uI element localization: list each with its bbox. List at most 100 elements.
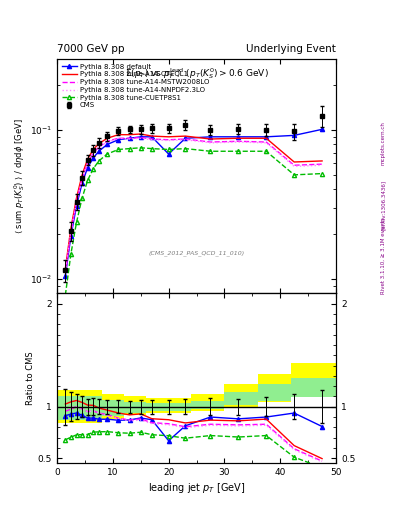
Pythia 8.308 tune-A14-MSTW2008LO xyxy=(63,270,68,276)
Pythia 8.308 tune-A14-MSTW2008LO xyxy=(80,176,84,182)
Line: Pythia 8.308 default: Pythia 8.308 default xyxy=(63,127,324,278)
Pythia 8.308 tune-CUETP8S1 xyxy=(208,148,213,154)
Pythia 8.308 tune-CUETP8S1 xyxy=(105,151,110,157)
Pythia 8.308 tune-A14-CTEQL1 xyxy=(97,141,101,147)
Pythia 8.308 tune-A14-MSTW2008LO xyxy=(149,136,154,142)
Pythia 8.308 tune-CUETP8S1 xyxy=(116,146,121,153)
Text: $\Sigma(p_T)$ vs $p_T^{\rm lead}$ ($p_T(K_S^0) > 0.6$ GeV): $\Sigma(p_T)$ vs $p_T^{\rm lead}$ ($p_T(… xyxy=(125,66,268,81)
Pythia 8.308 tune-CUETP8S1 xyxy=(149,145,154,152)
Pythia 8.308 tune-CUETP8S1 xyxy=(97,158,101,164)
Pythia 8.308 tune-A14-CTEQL1 xyxy=(236,135,241,141)
Pythia 8.308 tune-A14-CTEQL1 xyxy=(63,265,68,271)
Pythia 8.308 tune-A14-NNPDF2.3LO xyxy=(105,139,110,145)
Pythia 8.308 tune-A14-MSTW2008LO xyxy=(105,138,110,144)
Pythia 8.308 default xyxy=(127,135,132,141)
Pythia 8.308 tune-A14-MSTW2008LO xyxy=(208,139,213,145)
Pythia 8.308 tune-A14-NNPDF2.3LO xyxy=(127,136,132,142)
Pythia 8.308 tune-A14-NNPDF2.3LO xyxy=(74,199,79,205)
Pythia 8.308 default xyxy=(208,134,213,140)
X-axis label: leading jet $p_T$ [GeV]: leading jet $p_T$ [GeV] xyxy=(148,481,245,496)
Y-axis label: $\langle$ sum $p_T(K_S^0)$ $\rangle$ / d$\eta$d$\phi$ [GeV]: $\langle$ sum $p_T(K_S^0)$ $\rangle$ / d… xyxy=(12,118,27,234)
Pythia 8.308 default xyxy=(97,148,101,154)
Pythia 8.308 tune-A14-CTEQL1 xyxy=(105,135,110,141)
Text: 7000 GeV pp: 7000 GeV pp xyxy=(57,44,125,54)
Pythia 8.308 tune-A14-MSTW2008LO xyxy=(74,199,79,205)
Pythia 8.308 default xyxy=(149,134,154,140)
Pythia 8.308 tune-A14-MSTW2008LO xyxy=(320,161,325,167)
Pythia 8.308 tune-A14-NNPDF2.3LO xyxy=(97,144,101,150)
Pythia 8.308 tune-A14-NNPDF2.3LO xyxy=(138,135,143,141)
Text: Underlying Event: Underlying Event xyxy=(246,44,336,54)
Pythia 8.308 tune-CUETP8S1 xyxy=(166,146,171,153)
Pythia 8.308 tune-A14-CTEQL1 xyxy=(74,195,79,201)
Pythia 8.308 tune-A14-MSTW2008LO xyxy=(292,162,296,168)
Pythia 8.308 default xyxy=(166,151,171,157)
Pythia 8.308 tune-A14-CTEQL1 xyxy=(183,133,188,139)
Pythia 8.308 tune-A14-NNPDF2.3LO xyxy=(116,135,121,141)
Pythia 8.308 tune-A14-MSTW2008LO xyxy=(264,139,269,145)
Pythia 8.308 tune-A14-NNPDF2.3LO xyxy=(69,228,73,234)
Pythia 8.308 tune-A14-MSTW2008LO xyxy=(236,138,241,144)
Pythia 8.308 tune-CUETP8S1 xyxy=(264,148,269,154)
Pythia 8.308 tune-A14-NNPDF2.3LO xyxy=(320,162,325,168)
Pythia 8.308 tune-A14-NNPDF2.3LO xyxy=(208,140,213,146)
Pythia 8.308 tune-A14-CTEQL1 xyxy=(85,156,90,162)
Pythia 8.308 default xyxy=(63,273,68,279)
Text: mcplots.cern.ch: mcplots.cern.ch xyxy=(381,121,386,165)
Pythia 8.308 default xyxy=(292,132,296,138)
Pythia 8.308 default xyxy=(85,164,90,170)
Pythia 8.308 tune-A14-CTEQL1 xyxy=(320,158,325,164)
Y-axis label: Ratio to CMS: Ratio to CMS xyxy=(26,352,35,405)
Line: Pythia 8.308 tune-A14-NNPDF2.3LO: Pythia 8.308 tune-A14-NNPDF2.3LO xyxy=(65,138,322,271)
Pythia 8.308 tune-A14-NNPDF2.3LO xyxy=(236,139,241,145)
Legend: Pythia 8.308 default, Pythia 8.308 tune-A14-CTEQL1, Pythia 8.308 tune-A14-MSTW20: Pythia 8.308 default, Pythia 8.308 tune-… xyxy=(61,62,211,110)
Pythia 8.308 tune-A14-CTEQL1 xyxy=(208,136,213,142)
Pythia 8.308 tune-A14-MSTW2008LO xyxy=(183,136,188,142)
Pythia 8.308 tune-A14-MSTW2008LO xyxy=(116,135,121,141)
Pythia 8.308 default xyxy=(80,180,84,186)
Pythia 8.308 tune-A14-MSTW2008LO xyxy=(138,135,143,141)
Text: (CMS_2012_PAS_QCD_11_010): (CMS_2012_PAS_QCD_11_010) xyxy=(149,251,244,257)
Pythia 8.308 tune-A14-MSTW2008LO xyxy=(91,150,95,156)
Pythia 8.308 tune-A14-NNPDF2.3LO xyxy=(80,176,84,182)
Pythia 8.308 tune-CUETP8S1 xyxy=(74,219,79,225)
Pythia 8.308 tune-A14-CTEQL1 xyxy=(91,146,95,153)
Pythia 8.308 tune-A14-NNPDF2.3LO xyxy=(264,140,269,146)
Pythia 8.308 tune-A14-CTEQL1 xyxy=(116,132,121,138)
Pythia 8.308 tune-CUETP8S1 xyxy=(85,177,90,183)
Line: Pythia 8.308 tune-A14-CTEQL1: Pythia 8.308 tune-A14-CTEQL1 xyxy=(65,134,322,268)
Pythia 8.308 tune-CUETP8S1 xyxy=(292,172,296,178)
Line: Pythia 8.308 tune-A14-MSTW2008LO: Pythia 8.308 tune-A14-MSTW2008LO xyxy=(65,138,322,273)
Pythia 8.308 default xyxy=(183,135,188,141)
Text: [arXiv:1306.3436]: [arXiv:1306.3436] xyxy=(381,180,386,230)
Pythia 8.308 tune-CUETP8S1 xyxy=(91,165,95,172)
Pythia 8.308 default xyxy=(264,134,269,140)
Pythia 8.308 tune-A14-CTEQL1 xyxy=(292,159,296,165)
Pythia 8.308 tune-A14-CTEQL1 xyxy=(264,135,269,141)
Pythia 8.308 tune-A14-CTEQL1 xyxy=(166,134,171,140)
Pythia 8.308 default xyxy=(105,141,110,147)
Pythia 8.308 tune-A14-NNPDF2.3LO xyxy=(149,137,154,143)
Pythia 8.308 tune-CUETP8S1 xyxy=(183,145,188,152)
Pythia 8.308 tune-CUETP8S1 xyxy=(320,170,325,177)
Pythia 8.308 tune-A14-NNPDF2.3LO xyxy=(63,268,68,274)
Pythia 8.308 tune-A14-CTEQL1 xyxy=(80,172,84,178)
Pythia 8.308 tune-A14-MSTW2008LO xyxy=(127,135,132,141)
Pythia 8.308 default xyxy=(116,137,121,143)
Pythia 8.308 default xyxy=(236,134,241,140)
Pythia 8.308 tune-A14-CTEQL1 xyxy=(127,132,132,138)
Pythia 8.308 tune-A14-NNPDF2.3LO xyxy=(166,137,171,143)
Pythia 8.308 default xyxy=(91,155,95,161)
Pythia 8.308 tune-A14-NNPDF2.3LO xyxy=(85,160,90,166)
Pythia 8.308 default xyxy=(74,203,79,209)
Line: Pythia 8.308 tune-CUETP8S1: Pythia 8.308 tune-CUETP8S1 xyxy=(63,146,324,297)
Pythia 8.308 tune-A14-CTEQL1 xyxy=(69,225,73,231)
Pythia 8.308 default xyxy=(320,126,325,133)
Pythia 8.308 tune-A14-MSTW2008LO xyxy=(166,137,171,143)
Pythia 8.308 tune-A14-MSTW2008LO xyxy=(69,229,73,236)
Pythia 8.308 tune-CUETP8S1 xyxy=(69,250,73,257)
Pythia 8.308 tune-A14-CTEQL1 xyxy=(149,133,154,139)
Pythia 8.308 tune-A14-NNPDF2.3LO xyxy=(91,150,95,156)
Pythia 8.308 tune-CUETP8S1 xyxy=(138,145,143,151)
Pythia 8.308 tune-A14-CTEQL1 xyxy=(138,131,143,137)
